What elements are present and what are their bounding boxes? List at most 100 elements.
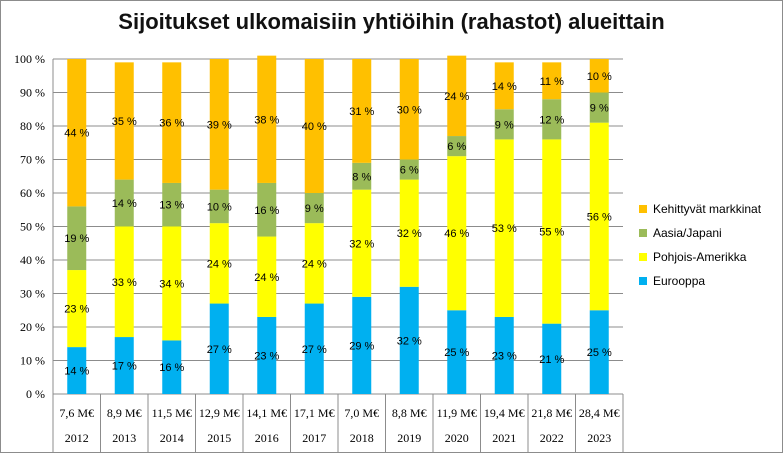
category-year-label: 2021 [492,431,516,445]
y-tick-label: 70 % [20,153,45,167]
bar-kehittyv-t-markkinat-2018 [352,59,372,163]
data-label: 12 % [539,114,564,126]
bar-eurooppa-2019 [399,286,419,394]
bar-pohjois-amerikka-2017 [304,223,324,304]
y-tick-label: 100 % [14,52,45,66]
data-label: 44 % [64,128,89,140]
category-year-label: 2015 [207,431,231,445]
y-tick-label: 20 % [20,320,45,334]
bar-aasia-japani-2012 [67,206,87,271]
legend-swatch [639,229,647,237]
bar-eurooppa-2017 [304,303,324,394]
data-label: 33 % [112,277,137,289]
bar-pohjois-amerikka-2014 [162,226,182,341]
data-label: 30 % [397,104,422,116]
data-label: 23 % [64,304,89,316]
chart-title: Sijoitukset ulkomaisiin yhtiöihin (rahas… [118,9,665,34]
data-label: 24 % [254,272,279,284]
category-amount-label: 12,9 M€ [199,406,240,420]
bar-pohjois-amerikka-2013 [114,226,134,338]
bar-aasia-japani-2015 [209,189,229,224]
legend-swatch [639,277,647,285]
bar-eurooppa-2012 [67,347,87,394]
data-label: 24 % [207,258,232,270]
bar-kehittyv-t-markkinat-2021 [494,62,514,110]
bar-aasia-japani-2017 [304,193,324,224]
data-label: 14 % [492,81,517,93]
data-label: 13 % [159,200,184,212]
y-tick-label: 50 % [20,220,45,234]
bar-kehittyv-t-markkinat-2016 [257,55,277,183]
data-label: 9 % [305,203,324,215]
data-label: 29 % [349,340,374,352]
data-label: 6 % [400,165,419,177]
bar-aasia-japani-2018 [352,162,372,190]
bar-kehittyv-t-markkinat-2015 [209,59,229,190]
y-tick-label: 60 % [20,186,45,200]
bar-aasia-japani-2023 [589,92,609,123]
bar-kehittyv-t-markkinat-2014 [162,62,182,183]
data-label: 39 % [207,119,232,131]
data-label: 32 % [397,228,422,240]
category-year-label: 2023 [587,431,611,445]
bar-kehittyv-t-markkinat-2012 [67,59,87,207]
data-label: 16 % [159,362,184,374]
data-label: 14 % [112,198,137,210]
bar-eurooppa-2015 [209,303,229,394]
bar-eurooppa-2016 [257,316,277,394]
data-label: 11 % [540,76,564,88]
category-amount-label: 8,9 M€ [107,406,142,420]
data-label: 23 % [492,350,517,362]
bar-eurooppa-2020 [447,310,467,394]
bar-kehittyv-t-markkinat-2022 [542,62,562,100]
legend-swatch [639,205,647,213]
bar-aasia-japani-2016 [257,182,277,237]
data-label: 56 % [587,211,612,223]
category-amount-label: 19,4 M€ [484,406,525,420]
data-label: 21 % [539,354,564,366]
y-tick-label: 10 % [20,354,45,368]
category-year-label: 2012 [65,431,89,445]
bar-kehittyv-t-markkinat-2023 [589,59,609,93]
bar-pohjois-amerikka-2021 [494,139,514,317]
bar-kehittyv-t-markkinat-2017 [304,59,324,193]
category-year-label: 2013 [112,431,136,445]
data-label: 25 % [444,347,469,359]
data-label: 27 % [207,344,232,356]
data-label: 10 % [207,201,232,213]
category-year-label: 2019 [397,431,421,445]
data-label: 27 % [302,344,327,356]
data-label: 14 % [64,366,89,378]
category-year-label: 2018 [350,431,374,445]
category-amount-label: 8,8 M€ [392,406,427,420]
bar-pohjois-amerikka-2022 [542,139,562,324]
y-tick-label: 0 % [26,387,45,401]
bar-aasia-japani-2020 [447,136,467,157]
data-label: 19 % [64,233,89,245]
bar-eurooppa-2022 [542,323,562,394]
y-tick-label: 40 % [20,253,45,267]
bar-pohjois-amerikka-2015 [209,223,229,304]
bar-eurooppa-2021 [494,316,514,394]
category-year-label: 2014 [160,431,184,445]
data-label: 38 % [254,114,279,126]
data-label: 32 % [397,335,422,347]
y-tick-label: 30 % [20,287,45,301]
data-label: 31 % [349,106,374,118]
y-tick-label: 90 % [20,86,45,100]
bar-aasia-japani-2013 [114,179,134,227]
data-label: 53 % [492,223,517,235]
legend-label: Eurooppa [653,274,705,288]
data-label: 25 % [587,347,612,359]
legend-swatch [639,253,647,261]
category-amount-label: 11,9 M€ [437,406,477,420]
bar-eurooppa-2014 [162,340,182,394]
bar-aasia-japani-2019 [399,159,419,180]
data-label: 6 % [447,141,466,153]
bar-pohjois-amerikka-2023 [589,122,609,311]
data-label: 40 % [302,121,327,133]
bar-aasia-japani-2022 [542,99,562,140]
bar-pohjois-amerikka-2012 [67,270,87,348]
